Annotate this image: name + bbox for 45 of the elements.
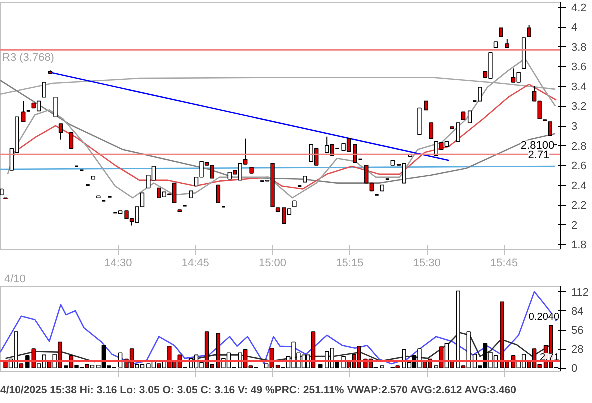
candlestick [22,100,26,123]
y-tick-label: 3.4 [572,81,587,94]
x-tick-label: 15:30 [413,258,441,270]
candlestick [456,122,460,142]
y-tick-label: 2.4 [572,180,587,192]
candlestick [527,24,532,38]
y-tick-label: 56 [572,325,584,338]
candlestick [69,132,74,150]
y-tick-label: 1.8 [572,240,587,252]
annotation: 0.2040 [528,312,560,324]
x-tick-label: 15:00 [259,258,287,270]
y-tick-label: 2.2 [572,200,587,212]
x-tick-label: 14:45 [182,258,210,270]
x-tick-label: 15:15 [336,258,364,270]
bar [318,364,323,368]
candlestick [58,124,64,140]
line-series [0,291,558,365]
y-tick-label: 3 [572,121,578,133]
y-tick-label: 2.8 [572,140,587,153]
annotation: 2.71 [540,352,560,364]
candlestick [429,122,434,140]
x-tick-label: 15:45 [490,258,518,270]
candlestick [548,122,552,136]
y-tick-label: 84 [572,306,584,318]
y-tick-label: 3.2 [572,101,587,114]
y-tick-label: 4 [572,22,578,34]
bar [380,366,384,368]
text: 4/10/2025 15:38 Hi: 3.16 Lo: 3.05 O: 3.05 C: 3.16 V: 49 %PRC: 251.11% VWAP:2.570 AVG:2.612 AVG:3.460 [0,384,517,396]
y-tick-label: 4.2 [572,2,587,14]
candlestick [54,96,58,118]
candlestick [42,82,46,98]
y-tick-label: 28 [572,344,584,356]
candlestick [216,184,221,204]
ref-line-label: R3 (3.768) [2,52,54,64]
y-tick-label: 0 [572,363,578,376]
y-tick-label: 3.6 [572,62,587,74]
annotation: 2.71 [528,150,550,162]
y-tick-label: 112 [572,286,590,299]
y-tick-label: 2.6 [572,160,587,173]
annotation: 2.8100 [520,140,555,152]
y-tick-label: 2 [572,220,578,232]
candlestick [468,110,472,124]
x-tick-label: 14:30 [104,258,132,270]
y-tick-label: 3.8 [572,42,587,54]
text: 4/10 [4,274,26,286]
